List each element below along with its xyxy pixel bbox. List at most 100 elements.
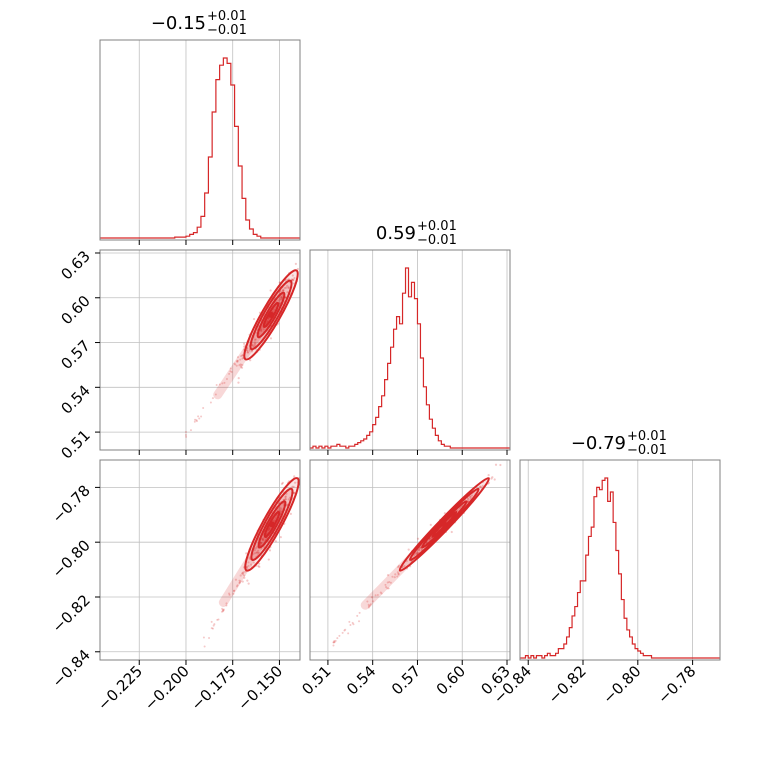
hist-panel-2-bin-26 xyxy=(597,487,600,658)
density-panel-1-sample xyxy=(240,572,243,575)
density-panel-1-sample xyxy=(280,482,284,485)
density-panel-0-sample xyxy=(287,286,290,289)
density-panel-0-sample xyxy=(237,376,240,380)
density-panel-2-sample xyxy=(333,641,336,644)
density-panel-0-sample xyxy=(286,291,289,294)
density-panel-2-sample xyxy=(388,580,391,583)
density-panel-0-sample xyxy=(236,360,239,363)
density-panel-0-sample xyxy=(269,337,273,340)
density-panel-0-sample xyxy=(281,289,285,292)
density-panel-0-sample xyxy=(280,296,283,299)
density-panel-1-sample xyxy=(216,618,219,621)
density-panel-1-sample xyxy=(260,541,263,544)
density-panel-0-sample xyxy=(254,338,257,341)
density-panel-0-sample xyxy=(265,321,268,324)
density-panel-0-sample xyxy=(241,363,244,367)
density-panel-2-sample xyxy=(493,478,496,481)
density-panel-0-sample xyxy=(241,354,244,357)
density-panel-1-sample xyxy=(252,561,256,564)
density-panel-2-sample xyxy=(369,604,372,607)
density-panel-2: 0.51 0.54 0.57 0.60 0.63 xyxy=(298,449,516,698)
density-panel-2-sample xyxy=(371,600,374,603)
density-panel-0-sample xyxy=(184,434,187,437)
density-panel-0-sample xyxy=(253,338,256,341)
density-panel-2-sample xyxy=(467,497,470,500)
density-panel-0-sample xyxy=(280,295,283,298)
hist-panel-1 xyxy=(309,249,511,455)
density-panel-2-sample xyxy=(514,449,516,451)
density-panel-2-sample xyxy=(466,498,470,501)
hist-panel-1-plot-area xyxy=(310,250,510,450)
hist-panel-2: −0.84 −0.82 −0.80 −0.78 xyxy=(490,459,721,707)
density-panel-2-sample xyxy=(358,620,361,623)
density-panel-2-sample xyxy=(450,530,453,534)
param-title-0-plus: +0.01 xyxy=(207,9,247,24)
density-panel-1-sample xyxy=(211,627,214,630)
density-panel-0-sample xyxy=(242,342,246,345)
hist-panel-2-xtick-label-1: −0.82 xyxy=(545,662,590,707)
density-panel-0-sample xyxy=(284,296,287,299)
density-panel-1-ytick-label-3: −0.78 xyxy=(49,481,94,526)
density-panel-1-sample xyxy=(282,502,285,505)
density-panel-0-sample xyxy=(290,278,293,281)
density-panel-2-xtick-label-1: 0.54 xyxy=(343,662,379,698)
density-panel-0-sample xyxy=(241,357,244,360)
param-title-0-minus: −0.01 xyxy=(207,23,247,38)
density-panel-2-sample xyxy=(332,644,335,647)
density-panel-1-sample xyxy=(284,495,287,498)
density-panel-1-sample xyxy=(243,576,246,579)
density-panel-2-sample xyxy=(387,587,390,590)
density-panel-1-xtick-label-0: −0.225 xyxy=(94,662,146,714)
density-panel-0-sample xyxy=(209,401,212,404)
density-panel-2-sample xyxy=(403,564,406,568)
hist-panel-1-bin-28 xyxy=(397,317,400,448)
density-panel-2-sample xyxy=(397,572,400,575)
density-panel-0-plot-area xyxy=(100,250,300,450)
density-panel-0-ytick-label-4: 0.63 xyxy=(57,247,93,283)
hist-panel-2-bin-13 xyxy=(561,649,564,658)
density-panel-0-sample xyxy=(239,363,242,366)
density-panel-0-sample xyxy=(250,350,254,353)
density-panel-0-sample xyxy=(239,358,242,361)
density-panel-1-contour-outer xyxy=(244,477,300,572)
density-panel-0-sample xyxy=(194,418,197,421)
density-panel-1-sample xyxy=(213,623,216,626)
density-panel-0-sample xyxy=(282,289,285,292)
density-panel-0-sample xyxy=(223,381,226,384)
density-panel-1-sample xyxy=(243,574,246,577)
density-panel-2-frame xyxy=(309,459,511,661)
density-panel-2-sample xyxy=(384,583,387,586)
density-panel-2-sample xyxy=(334,639,337,642)
density-panel-1-sample xyxy=(294,481,297,484)
density-panel-0-sample xyxy=(280,297,283,300)
density-panel-2-sample xyxy=(374,594,377,597)
density-panel-2-sample xyxy=(429,523,432,526)
density-panel-1-sample xyxy=(256,551,259,554)
density-panel-1-sample xyxy=(284,498,287,501)
density-panel-2-sample xyxy=(487,474,490,477)
density-panel-1-sample xyxy=(268,526,271,530)
density-panel-1-sample xyxy=(210,627,213,630)
param-title-2-plus: +0.01 xyxy=(627,429,667,444)
density-panel-1-ytick-label-1: −0.82 xyxy=(49,591,94,636)
density-panel-0-sample xyxy=(246,349,249,352)
density-panel-2-sample xyxy=(368,605,371,608)
density-panel-0-sample xyxy=(229,367,232,370)
density-panel-2-sample xyxy=(415,551,418,554)
hist-panel-2-bin-28 xyxy=(602,480,605,658)
density-panel-2-sample xyxy=(351,621,354,624)
density-panel-1-sample xyxy=(245,552,248,555)
density-panel-0-sample xyxy=(253,342,257,346)
density-panel-0-contour-mid xyxy=(249,279,293,351)
density-panel-1-sample xyxy=(279,508,282,512)
density-panel-1-sample xyxy=(273,519,276,522)
density-panel-2-plot-area xyxy=(310,449,516,660)
density-panel-0-sample xyxy=(267,317,270,320)
density-panel-0-sample xyxy=(229,370,232,373)
density-panel-0-sample xyxy=(279,298,283,301)
density-panel-1-sample xyxy=(268,527,271,530)
density-panel-0-sample xyxy=(252,345,255,349)
titles-layer: −0.15 +0.01−0.010.59 +0.01−0.01−0.79 +0.01−… xyxy=(151,9,667,458)
density-panel-1-sample xyxy=(248,556,251,559)
density-panel-1-sample xyxy=(235,585,238,588)
